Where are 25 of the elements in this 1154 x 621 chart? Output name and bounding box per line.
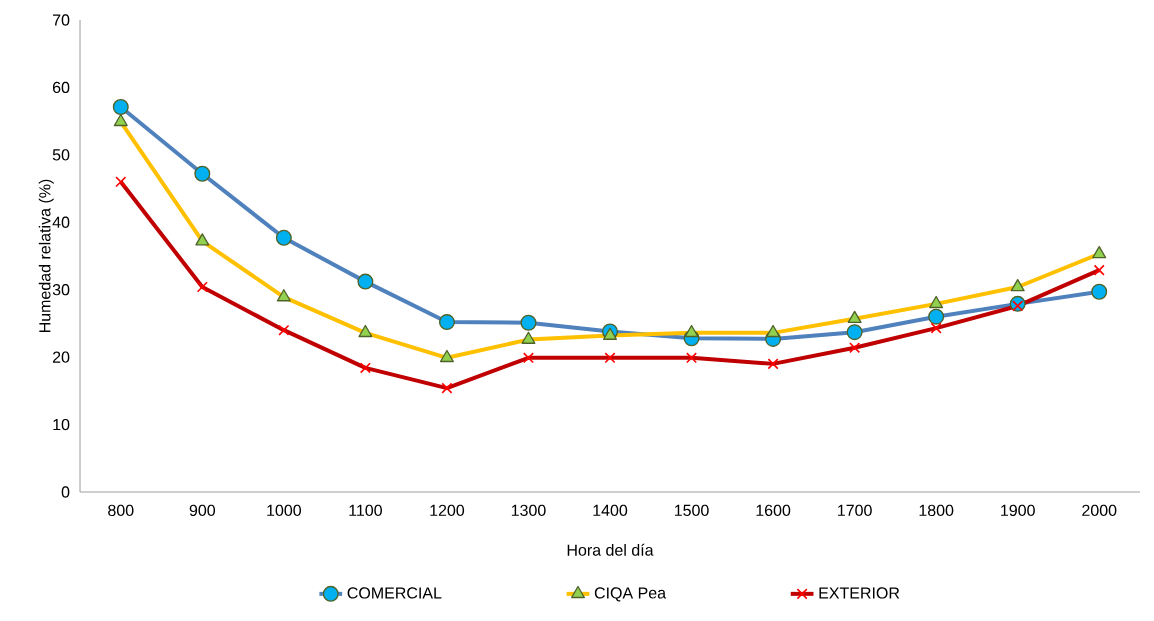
x-tick-label: 1200 (430, 504, 465, 517)
legend-label: COMERCIAL (347, 587, 442, 599)
x-tick-label: 1100 (349, 504, 382, 517)
x-tick-label: 800 (108, 504, 134, 517)
y-tick-label: 70 (52, 14, 70, 26)
y-tick-label: 40 (52, 216, 70, 228)
x-tick-label: 2000 (1082, 504, 1117, 517)
x-tick-label: 1300 (511, 504, 546, 517)
x-tick-label: 1500 (674, 504, 709, 517)
y-tick-label: 20 (52, 351, 70, 363)
x-axis-title: Hora del día (567, 543, 654, 556)
y-tick-label: 30 (52, 284, 70, 296)
y-tick-label: 0 (61, 486, 70, 498)
x-tick-label: 900 (189, 504, 216, 517)
x-tick-label: 1600 (756, 504, 791, 517)
y-tick-label: 50 (52, 149, 70, 161)
x-tick-label: 1800 (919, 504, 954, 517)
x-tick-label: 1900 (1001, 504, 1035, 517)
y-tick-label: 10 (53, 418, 70, 431)
x-tick-label: 1700 (838, 504, 872, 517)
legend-label: CIQA Pea (594, 587, 667, 602)
y-tick-label: 60 (52, 81, 70, 94)
legend-label: EXTERIOR (819, 587, 900, 599)
x-tick-label: 1000 (267, 504, 302, 517)
x-tick-label: 1400 (593, 504, 628, 517)
